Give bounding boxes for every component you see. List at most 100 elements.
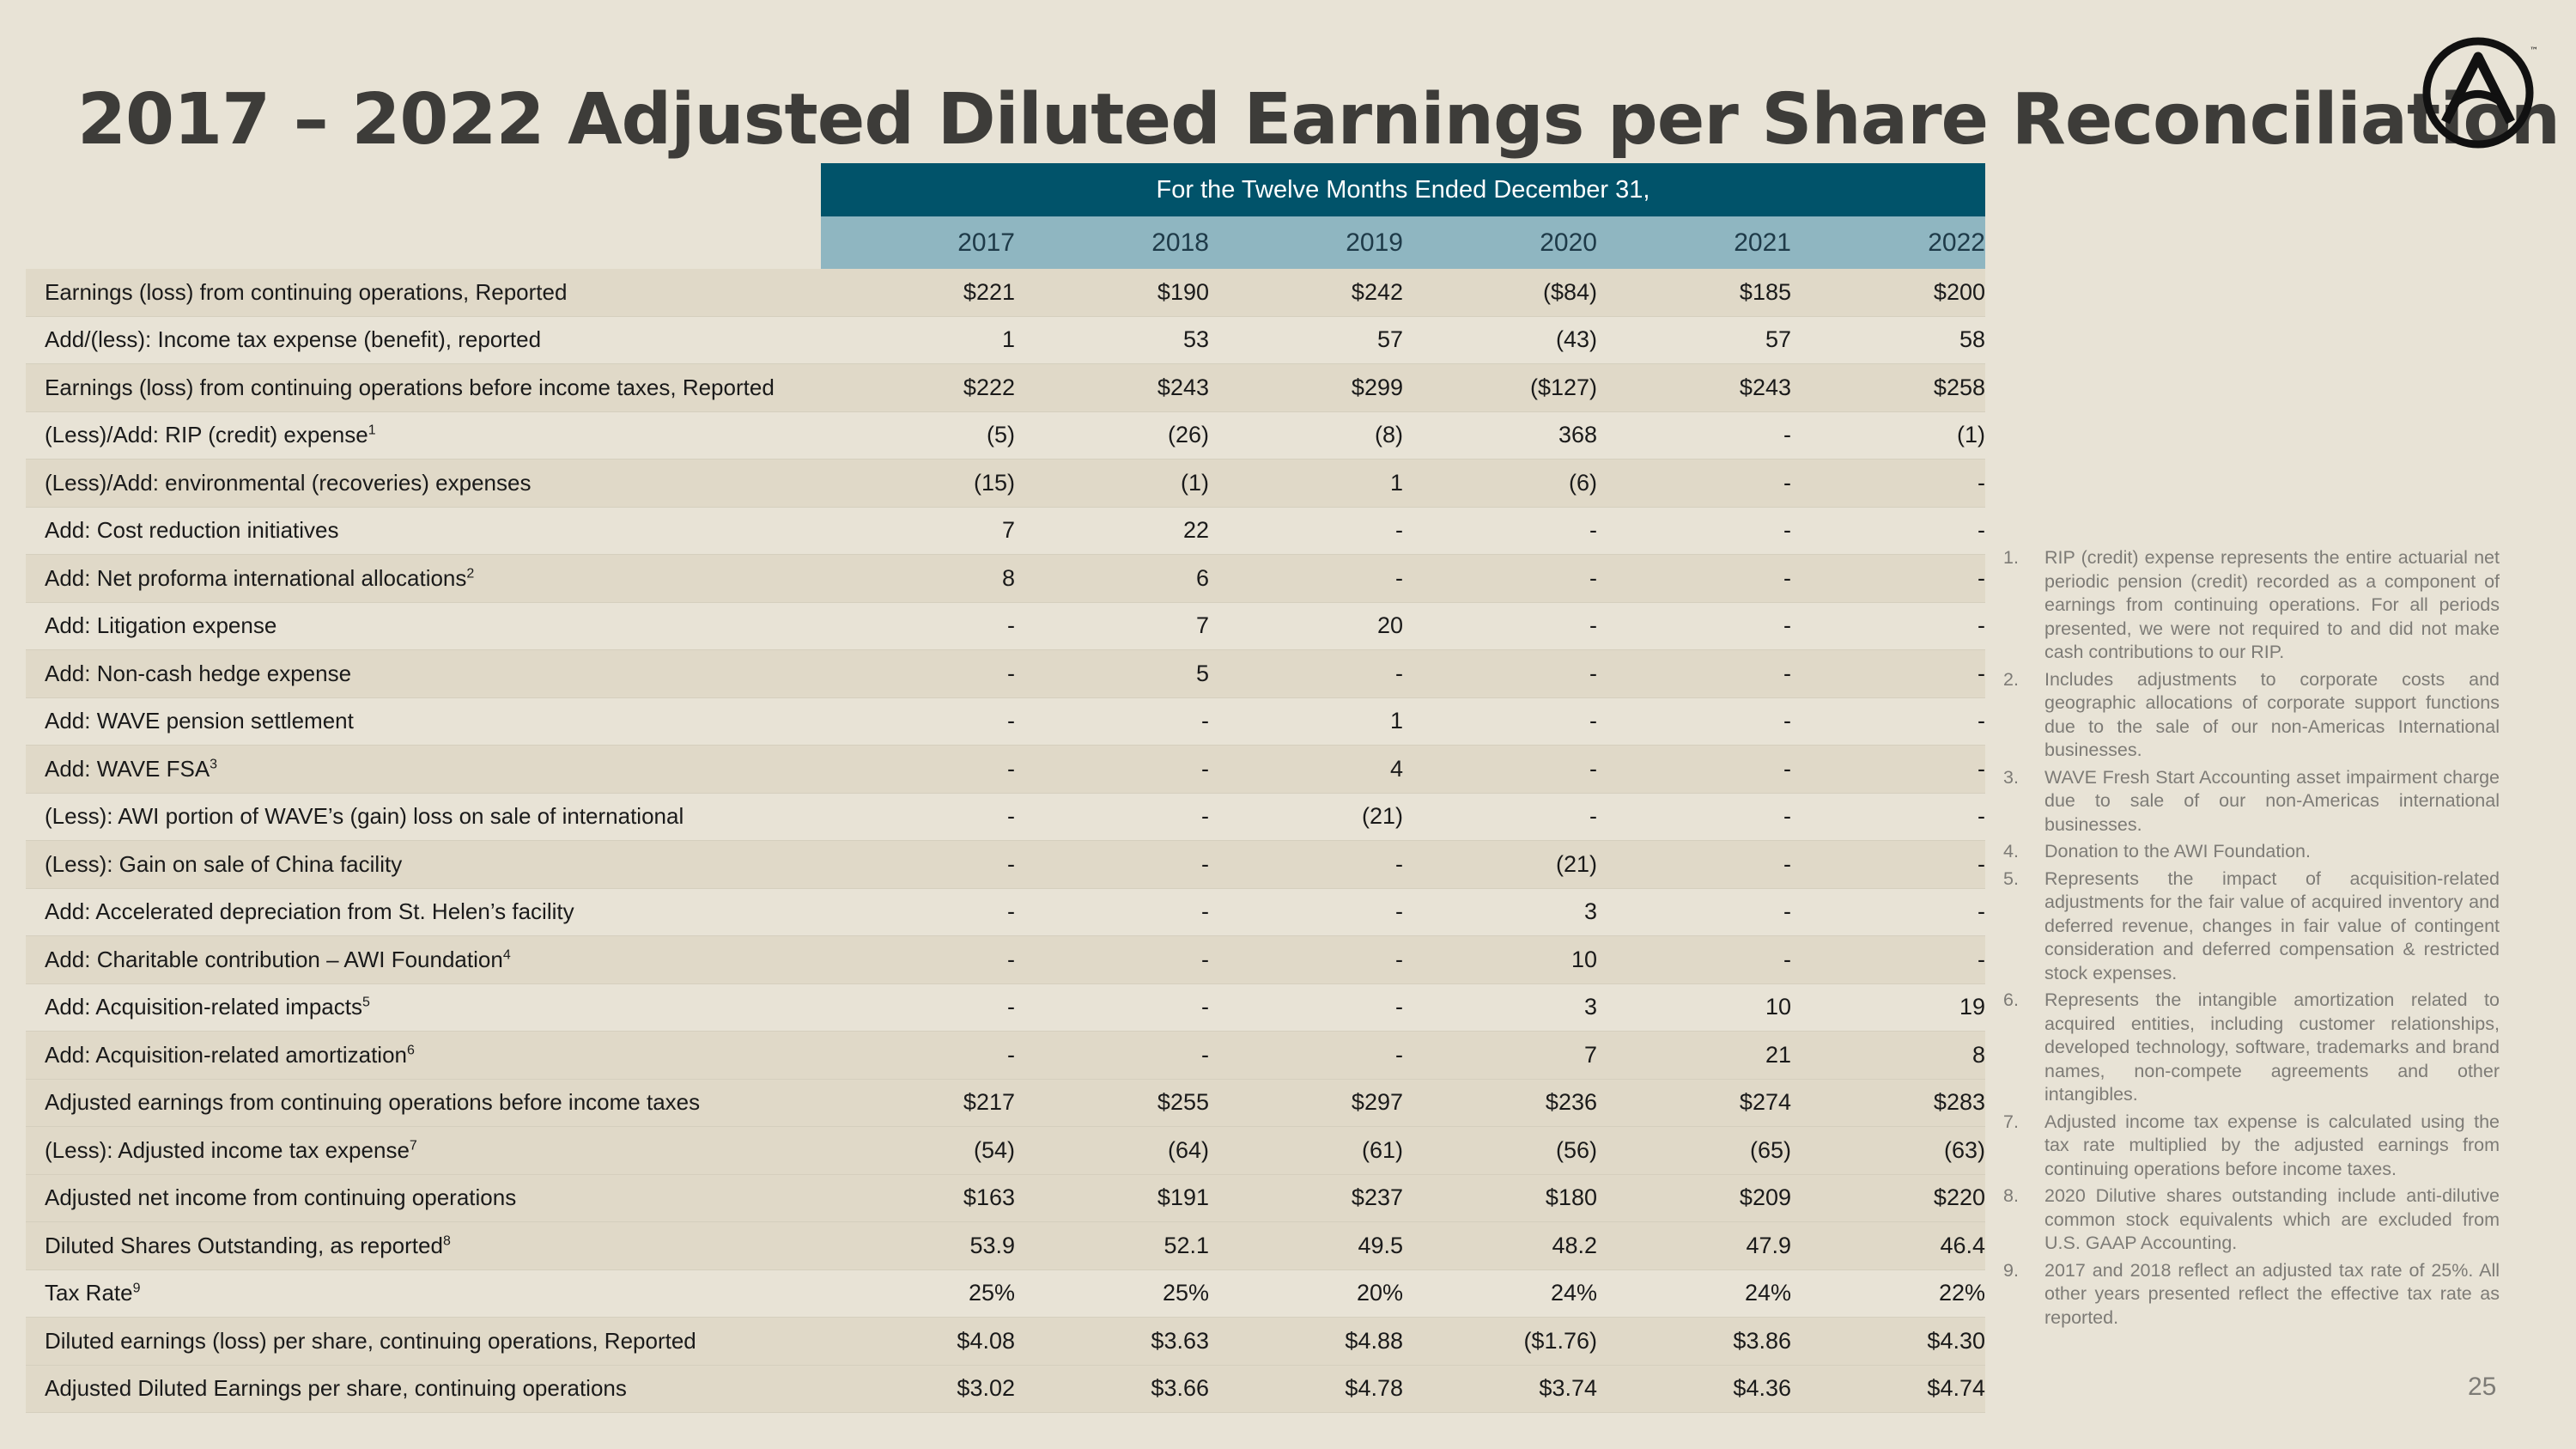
- footnote-text: RIP (credit) expense represents the enti…: [2044, 547, 2500, 662]
- footnote-ref: 9: [132, 1281, 141, 1296]
- value-cell: 25%: [968, 1280, 1015, 1306]
- value-cell: $3.74: [1539, 1375, 1597, 1402]
- row-label: Earnings (loss) from continuing operatio…: [45, 374, 775, 400]
- footnote-ref: 8: [442, 1233, 451, 1249]
- value-cell: 57: [1376, 326, 1403, 353]
- value-cell: 53.9: [969, 1232, 1015, 1258]
- value-cell: 7: [1001, 517, 1015, 544]
- row-label: Add: Acquisition-related amortization6: [45, 1041, 415, 1068]
- value-cell: -: [1978, 755, 1985, 782]
- value-cell: -: [1783, 850, 1791, 877]
- value-cell: 24%: [1744, 1280, 1791, 1306]
- year-header-cell: 2019: [1346, 228, 1403, 257]
- company-logo-icon: ™: [2422, 37, 2538, 149]
- value-cell: -: [1395, 660, 1403, 686]
- value-cell: -: [1589, 564, 1597, 591]
- table-row: Adjusted earnings from continuing operat…: [26, 1079, 1985, 1127]
- value-cell: 3: [1583, 898, 1597, 925]
- footnote-text: Includes adjustments to corporate costs …: [2044, 668, 2500, 761]
- row-label: (Less): Adjusted income tax expense7: [45, 1136, 417, 1163]
- value-cell: -: [1783, 755, 1791, 782]
- value-cell: -: [1783, 803, 1791, 830]
- value-cell: $274: [1739, 1089, 1791, 1116]
- table-row: Adjusted Diluted Earnings per share, con…: [26, 1365, 1985, 1413]
- footnote-number: 8.: [2003, 1185, 2019, 1206]
- table-row: Add: Acquisition-related amortization6 - -…: [26, 1032, 1985, 1080]
- row-label: (Less): Gain on sale of China facility: [45, 850, 403, 877]
- value-cell: $4.08: [957, 1327, 1015, 1354]
- value-cell: -: [1589, 660, 1597, 686]
- value-cell: ($127): [1529, 374, 1597, 400]
- value-cell: 3: [1583, 994, 1597, 1020]
- value-cell: 22%: [1938, 1280, 1985, 1306]
- table-row: Earnings (loss) from continuing operatio…: [26, 364, 1985, 412]
- value-cell: (8): [1375, 422, 1403, 448]
- value-cell: ($1.76): [1523, 1327, 1597, 1354]
- row-label: Adjusted Diluted Earnings per share, con…: [45, 1375, 627, 1402]
- value-cell: -: [1783, 469, 1791, 496]
- value-cell: -: [1007, 612, 1015, 639]
- value-cell: (61): [1361, 1136, 1403, 1163]
- value-cell: (1): [1181, 469, 1209, 496]
- value-cell: $222: [963, 374, 1015, 400]
- year-header-cell: 2021: [1734, 228, 1791, 257]
- value-cell: $4.88: [1345, 1327, 1403, 1354]
- value-cell: -: [1589, 708, 1597, 734]
- table-row: Add: Non-cash hedge expense - 5 - - - -: [26, 650, 1985, 698]
- value-cell: $4.78: [1345, 1375, 1403, 1402]
- value-cell: $258: [1933, 374, 1985, 400]
- value-cell: -: [1783, 612, 1791, 639]
- table-body: Earnings (loss) from continuing operatio…: [26, 269, 1985, 1413]
- footnote-item: 6. Represents the intangible amortization…: [2003, 989, 2500, 1107]
- table-row: Add: Charitable contribution – AWI Found…: [26, 936, 1985, 984]
- value-cell: -: [1007, 660, 1015, 686]
- value-cell: 58: [1959, 326, 1985, 353]
- value-cell: 52.1: [1163, 1232, 1209, 1258]
- value-cell: $180: [1545, 1184, 1597, 1211]
- value-cell: -: [1007, 946, 1015, 972]
- value-cell: -: [1589, 755, 1597, 782]
- value-cell: 4: [1389, 755, 1403, 782]
- footnote-ref: 6: [407, 1043, 415, 1058]
- table-row: Add: Accelerated depreciation from St. H…: [26, 888, 1985, 936]
- value-cell: -: [1978, 898, 1985, 925]
- value-cell: 19: [1959, 994, 1985, 1020]
- table-row: Diluted Shares Outstanding, as reported8…: [26, 1222, 1985, 1270]
- value-cell: 22: [1182, 517, 1209, 544]
- value-cell: (54): [973, 1136, 1015, 1163]
- value-cell: $3.66: [1151, 1375, 1209, 1402]
- row-label: Add: Net proforma international allocati…: [45, 564, 475, 591]
- value-cell: -: [1978, 708, 1985, 734]
- footnote-text: Represents the impact of acquisition-rel…: [2044, 868, 2500, 983]
- table-row: Tax Rate9 25% 25% 20% 24% 24% 22%: [26, 1269, 1985, 1318]
- value-cell: $243: [1739, 374, 1791, 400]
- row-label: Add: Non-cash hedge expense: [45, 660, 352, 686]
- table-row: (Less): Adjusted income tax expense7 (54)…: [26, 1127, 1985, 1175]
- value-cell: 20%: [1356, 1280, 1403, 1306]
- value-cell: $191: [1157, 1184, 1209, 1211]
- year-header-cell: 2017: [957, 228, 1015, 257]
- value-cell: -: [1783, 517, 1791, 544]
- table-row: (Less)/Add: environmental (recoveries) e…: [26, 460, 1985, 508]
- value-cell: -: [1007, 850, 1015, 877]
- value-cell: $3.02: [957, 1375, 1015, 1402]
- value-cell: -: [1395, 517, 1403, 544]
- value-cell: ($84): [1542, 278, 1597, 305]
- value-cell: -: [1007, 1041, 1015, 1068]
- value-cell: $3.63: [1151, 1327, 1209, 1354]
- value-cell: -: [1201, 994, 1209, 1020]
- value-cell: 368: [1558, 422, 1597, 448]
- page-number: 25: [2468, 1373, 2497, 1401]
- value-cell: -: [1978, 660, 1985, 686]
- value-cell: $4.30: [1927, 1327, 1985, 1354]
- value-cell: -: [1978, 803, 1985, 830]
- year-header-cell: 2022: [1928, 228, 1985, 257]
- value-cell: 53: [1182, 326, 1209, 353]
- year-header-cell: 2018: [1151, 228, 1209, 257]
- value-cell: $255: [1157, 1089, 1209, 1116]
- value-cell: -: [1978, 612, 1985, 639]
- row-label: (Less)/Add: RIP (credit) expense1: [45, 422, 376, 448]
- value-cell: -: [1395, 850, 1403, 877]
- footnote-text: Donation to the AWI Foundation.: [2044, 841, 2311, 861]
- value-cell: 47.9: [1746, 1232, 1791, 1258]
